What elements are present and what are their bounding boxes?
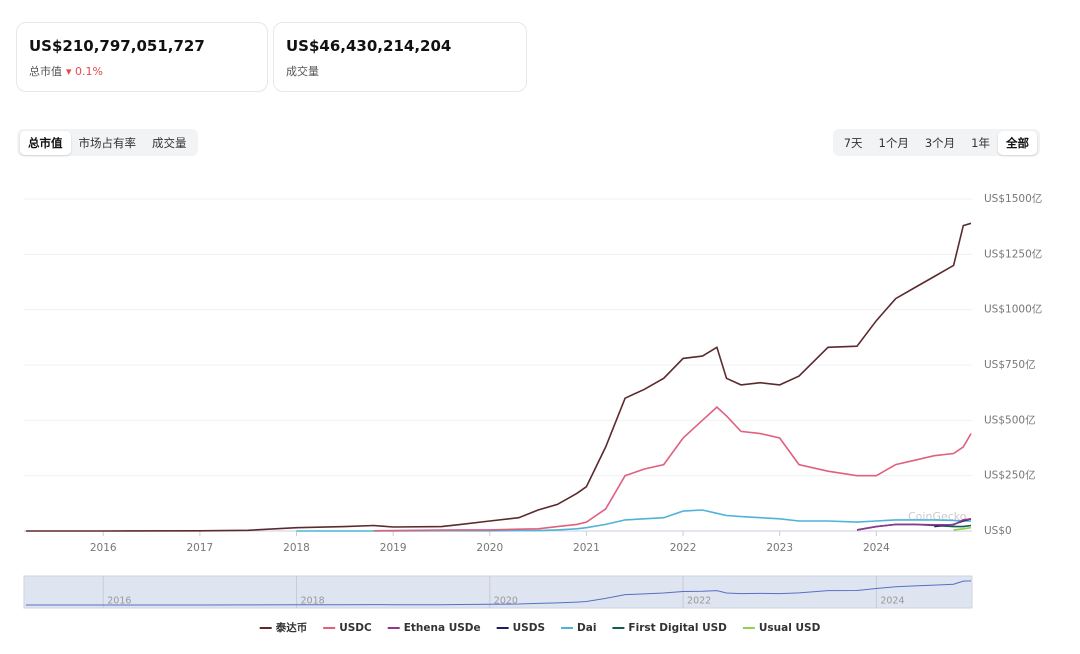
metric-tab[interactable]: 市场占有率 <box>78 135 137 150</box>
series-line <box>373 406 972 532</box>
y-tick-label: US$250亿 <box>984 469 1036 482</box>
navigator-label: 2022 <box>687 596 711 607</box>
legend-label: USDS <box>513 622 545 634</box>
navigator-line <box>25 580 972 606</box>
market-cap-card: US$210,797,051,727 总市值 ▾ 0.1% <box>16 22 268 92</box>
range-tab[interactable]: 1年 <box>971 135 990 150</box>
x-tick-label: 2023 <box>766 542 793 554</box>
x-tick-label: 2024 <box>863 542 890 554</box>
metric-tabs: 总市值 市场占有率 成交量 <box>17 129 198 156</box>
y-tick-label: US$1500亿 <box>984 192 1042 205</box>
y-tick-label: US$1250亿 <box>984 247 1042 260</box>
range-tab[interactable]: 1个月 <box>878 135 909 150</box>
legend-label: First Digital USD <box>628 622 727 634</box>
navigator-label: 2024 <box>880 596 904 607</box>
legend-label: Ethena USDe <box>404 622 481 634</box>
x-tick-label: 2018 <box>283 542 310 554</box>
stat-change: ▾ 0.1% <box>66 65 103 78</box>
navigator-label: 2018 <box>301 596 325 607</box>
navigator-label: 2016 <box>107 596 131 607</box>
navigator-label: 2020 <box>494 596 518 607</box>
x-tick-label: 2021 <box>573 542 600 554</box>
legend-label: Usual USD <box>759 622 821 634</box>
series-line <box>953 526 972 531</box>
stat-change-value: 0.1% <box>75 65 103 78</box>
legend-label: 泰达币 <box>275 621 308 634</box>
series-line <box>296 509 971 532</box>
stat-value: US$46,430,214,204 <box>286 37 452 55</box>
stat-label: 成交量 <box>286 65 319 78</box>
series-line <box>25 222 972 532</box>
metric-tab[interactable]: 成交量 <box>152 135 187 150</box>
stat-label: 总市值 ▾ 0.1% <box>29 63 255 79</box>
stat-value: US$210,797,051,727 <box>29 37 205 55</box>
y-tick-label: US$500亿 <box>984 413 1036 426</box>
x-tick-label: 2022 <box>670 542 697 554</box>
x-tick-label: 2016 <box>90 542 117 554</box>
range-tab[interactable]: 全部 <box>998 130 1037 155</box>
x-tick-label: 2020 <box>476 542 503 554</box>
range-tabs: 7天 1个月 3个月 1年 全部 <box>832 129 1040 156</box>
x-tick-label: 2019 <box>380 542 407 554</box>
volume-card: US$46,430,214,204 成交量 <box>273 22 527 92</box>
metric-tab[interactable]: 总市值 <box>20 130 71 155</box>
series-line <box>856 518 972 531</box>
x-tick-label: 2017 <box>187 542 214 554</box>
y-tick-label: US$750亿 <box>984 358 1036 371</box>
range-tab[interactable]: 7天 <box>843 135 863 150</box>
legend-label: Dai <box>577 622 596 634</box>
legend: 泰达币 USDC Ethena USDe USDS Dai First Digital U… <box>259 621 821 634</box>
y-tick-label: US$1000亿 <box>984 303 1042 316</box>
legend-label: USDC <box>339 622 372 634</box>
range-tab[interactable]: 3个月 <box>924 135 956 150</box>
y-tick-label: US$0 <box>984 525 1012 537</box>
stat-label-text: 总市值 <box>29 65 62 78</box>
